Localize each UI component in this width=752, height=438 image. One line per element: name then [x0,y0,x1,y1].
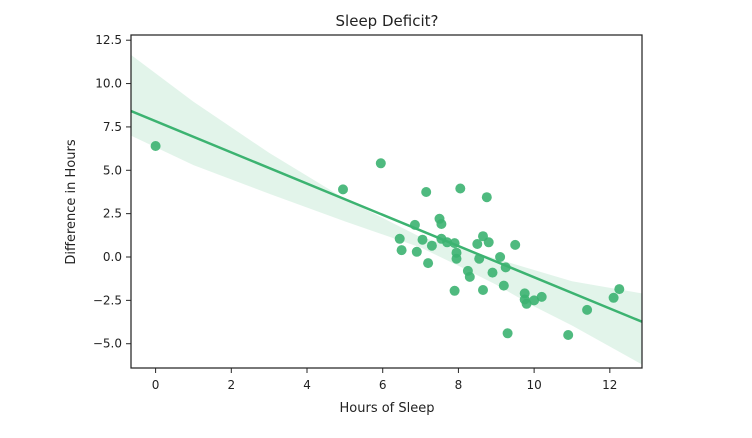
y-tick-label: 7.5 [103,120,122,134]
axes: 0 2 4 6 8 10 12 −5.0 −2.5 0.0 2.5 5.0 7.5 10.0 12.5 [93,33,643,392]
y-tick-label: 2.5 [103,207,122,221]
x-tick-label: 0 [152,378,160,392]
data-point [478,285,488,295]
x-tick-label: 10 [526,378,541,392]
plot-frame [130,34,643,369]
data-point [455,183,466,194]
data-point [487,267,498,278]
data-point [396,245,407,256]
data-point [451,247,462,258]
data-point [582,304,593,315]
y-tick-label: −5.0 [93,337,122,351]
x-tick-label: 4 [303,378,311,392]
data-point [426,240,437,251]
data-point [411,246,422,257]
y-tick-label: 12.5 [95,33,122,47]
data-point [423,258,434,269]
y-tick-label: −2.5 [93,293,122,307]
data-point [498,280,509,291]
data-point [502,328,513,339]
data-point [536,291,547,302]
data-point [338,184,348,195]
y-axis-label: Difference in Hours [64,139,79,264]
y-tick-label: 0.0 [103,250,122,264]
y-tick-label: 10.0 [95,77,122,91]
data-point [521,298,532,309]
x-tick-label: 8 [455,378,463,392]
x-tick-label: 2 [227,378,235,392]
data-point [394,233,405,244]
regression-line [131,109,642,323]
chart-title: Sleep Deficit? [336,12,439,30]
data-point [495,252,506,262]
plot-area [131,54,642,365]
x-tick-label: 6 [379,378,387,392]
data-point [529,295,540,306]
confidence-band [131,54,642,365]
data-point [608,292,619,303]
data-point [483,237,494,248]
data-point [510,239,521,250]
data-point [472,239,483,249]
data-point [449,285,460,296]
data-point [375,158,386,169]
y-tick-label: 5.0 [103,163,122,177]
data-point [563,330,574,340]
x-axis-label: Hours of Sleep [340,401,435,416]
data-point [464,271,475,282]
data-point [436,219,447,229]
data-point [421,187,432,197]
data-point [417,234,428,245]
data-point [614,284,625,295]
data-point [150,141,161,151]
data-point [481,192,492,203]
x-tick-label: 12 [602,378,617,392]
